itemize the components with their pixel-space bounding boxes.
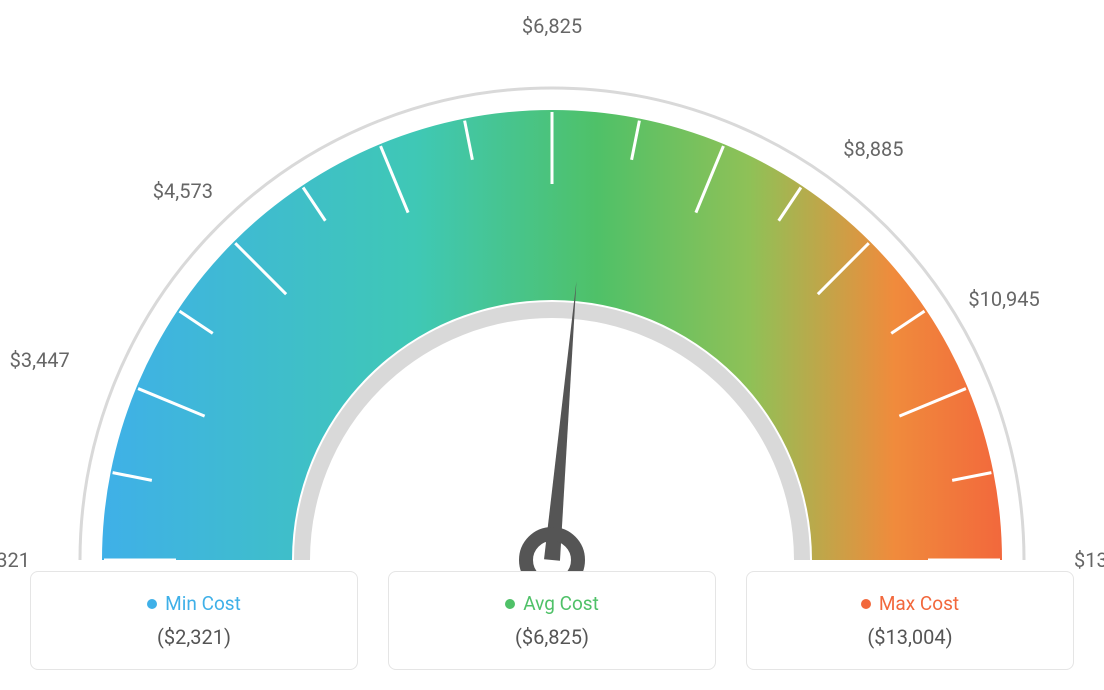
legend-dot-icon — [147, 599, 157, 609]
gauge-tick-label: $13,004 — [1074, 548, 1104, 572]
legend-value: ($2,321) — [41, 625, 347, 649]
legend-title: Min Cost — [147, 592, 241, 615]
legend-title-text: Avg Cost — [523, 592, 599, 615]
legend-title: Max Cost — [861, 592, 959, 615]
legend-card: Min Cost ($2,321) — [30, 571, 358, 670]
legend-value: ($13,004) — [757, 625, 1063, 649]
legend-dot-icon — [861, 599, 871, 609]
gauge-tick-label: $10,945 — [968, 287, 1039, 311]
gauge-tick-label: $8,885 — [843, 137, 903, 161]
gauge-tick-label: $3,447 — [10, 348, 70, 372]
legend-title-text: Max Cost — [879, 592, 959, 615]
gauge-tick-label: $2,321 — [0, 548, 30, 572]
gauge-tick-label: $6,825 — [522, 14, 582, 38]
gauge-tick-label: $4,573 — [153, 179, 213, 203]
legend-card: Max Cost ($13,004) — [746, 571, 1074, 670]
legend-title: Avg Cost — [505, 592, 599, 615]
legend-value: ($6,825) — [399, 625, 705, 649]
legend-title-text: Min Cost — [165, 592, 241, 615]
gauge-chart: $2,321 $3,447 $4,573 $6,825 $8,885 $10,945 $13… — [0, 0, 1104, 580]
legend-card: Avg Cost ($6,825) — [388, 571, 716, 670]
legend-dot-icon — [505, 599, 515, 609]
legend-row: Min Cost ($2,321) Avg Cost ($6,825) Max … — [30, 571, 1074, 670]
